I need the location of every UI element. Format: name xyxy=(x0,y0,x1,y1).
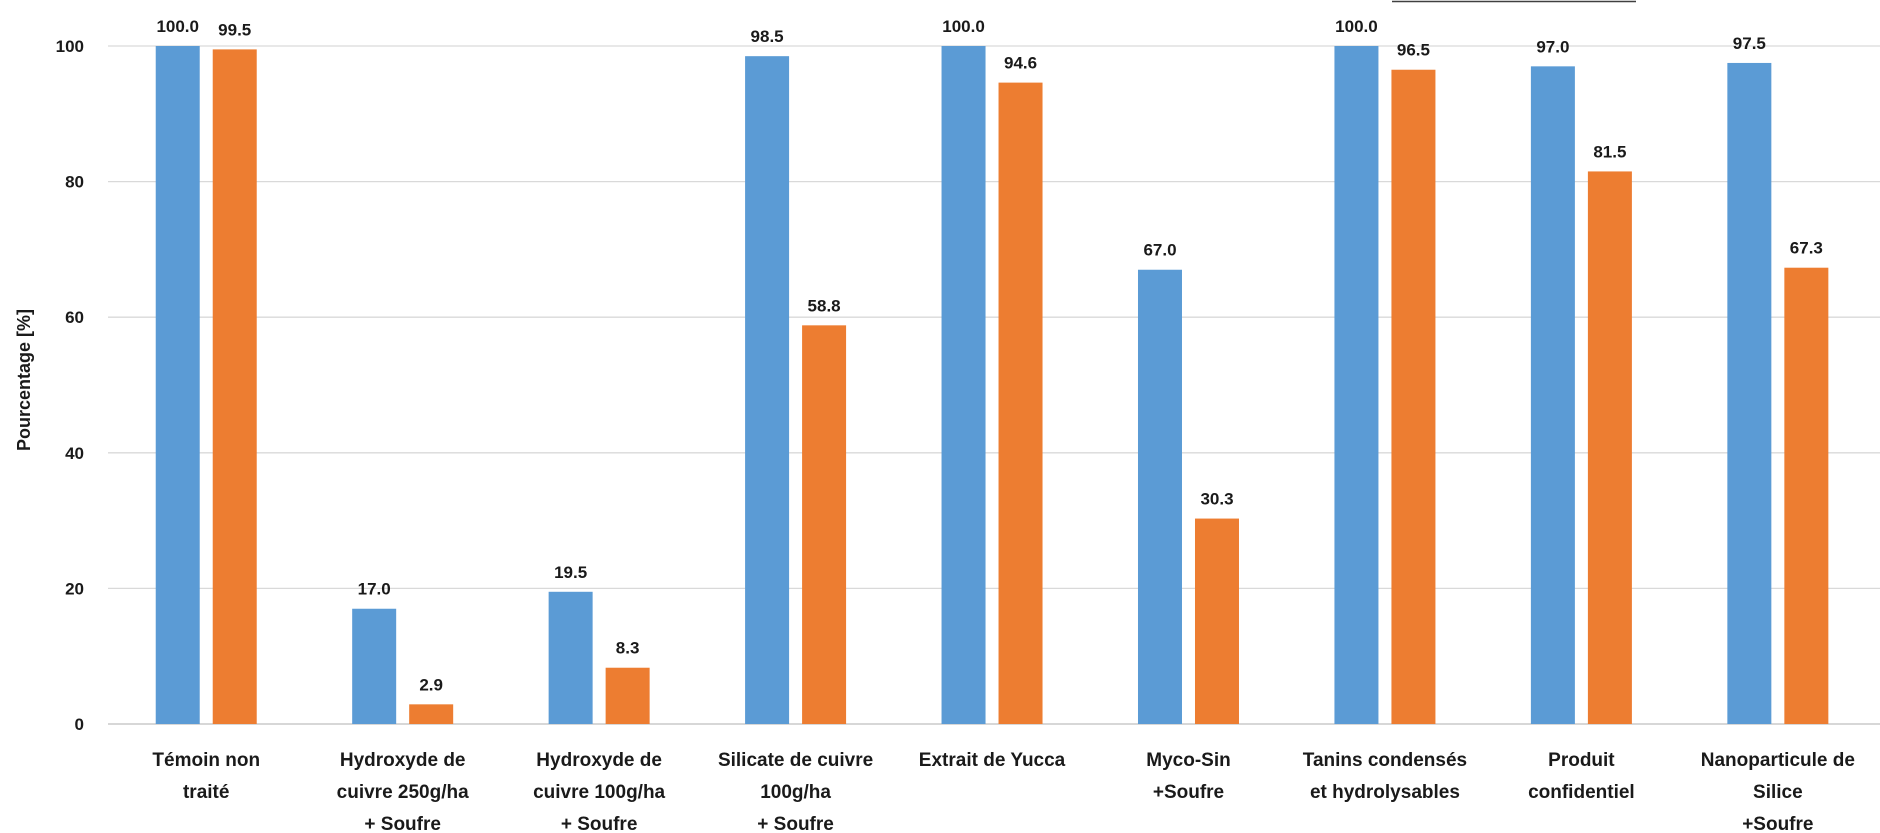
data-label: 100.0 xyxy=(942,17,985,36)
x-axis: Témoin non traité Hydroxyde de cuivre 250g/… xyxy=(152,750,1855,833)
category-label: Myco-Sin xyxy=(1146,750,1230,771)
gridlines xyxy=(108,45,1880,725)
category-label: +Soufre xyxy=(1153,782,1224,803)
bar-series-2 xyxy=(409,704,454,724)
bar-series-1 xyxy=(941,46,986,724)
y-tick-label: 20 xyxy=(65,579,84,598)
category-label: traité xyxy=(183,782,229,803)
category-label: Témoin non xyxy=(152,750,260,771)
bar-series-1 xyxy=(745,56,790,725)
category-label: Silicate de cuivre xyxy=(718,750,873,771)
bar-series-1 xyxy=(1530,66,1575,725)
category-label: 100g/ha xyxy=(760,782,831,803)
bar-series-1 xyxy=(1137,269,1182,724)
data-label: 100.0 xyxy=(1335,17,1378,36)
category-label: Hydroxyde de xyxy=(536,750,662,771)
category-label: Produit xyxy=(1548,750,1615,771)
data-label: 67.3 xyxy=(1790,239,1823,258)
data-label: 30.3 xyxy=(1200,490,1233,509)
category-label: Hydroxyde de xyxy=(340,750,466,771)
bar-series-1 xyxy=(1727,62,1772,724)
data-labels: 100.0 99.5 17.0 2.9 19.5 8.3 98.5 58.8 100.0 94.6… xyxy=(156,17,1822,694)
data-label: 2.9 xyxy=(419,675,443,694)
data-label: 99.5 xyxy=(218,20,251,39)
category-label: confidentiel xyxy=(1528,782,1635,803)
bar-series-2 xyxy=(1194,518,1239,724)
data-label: 8.3 xyxy=(616,639,640,658)
category-label: + Soufre xyxy=(364,814,441,833)
bar-series-2 xyxy=(605,667,650,724)
data-label: 81.5 xyxy=(1593,142,1626,161)
bar-series-1 xyxy=(155,46,200,724)
data-label: 97.5 xyxy=(1733,34,1766,53)
bar-series-2 xyxy=(1391,69,1436,725)
bar-series-2 xyxy=(802,325,847,724)
data-label: 17.0 xyxy=(358,580,391,599)
category-label: Extrait de Yucca xyxy=(919,750,1066,771)
data-label: 67.0 xyxy=(1143,241,1176,260)
bar-series-2 xyxy=(212,49,257,724)
data-label: 96.5 xyxy=(1397,41,1430,60)
data-label: 19.5 xyxy=(554,563,587,582)
y-tick-label: 40 xyxy=(65,444,84,463)
category-label: Silice xyxy=(1753,782,1803,803)
y-tick-label: 80 xyxy=(65,173,84,192)
bar-series-2 xyxy=(998,82,1043,724)
bars xyxy=(155,46,1829,725)
bar-series-2 xyxy=(1587,171,1632,724)
y-axis: 0 20 40 60 80 100 xyxy=(56,37,84,734)
data-label: 97.0 xyxy=(1536,37,1569,56)
category-label: cuivre 250g/ha xyxy=(337,782,469,803)
bar-series-1 xyxy=(548,591,593,724)
y-tick-label: 0 xyxy=(75,715,84,734)
data-label: 58.8 xyxy=(808,296,841,315)
category-label: Tanins condensés xyxy=(1303,750,1467,771)
data-label: 100.0 xyxy=(156,17,199,36)
category-label: + Soufre xyxy=(561,814,638,833)
category-label: cuivre 100g/ha xyxy=(533,782,665,803)
category-label: Nanoparticule de xyxy=(1701,750,1855,771)
category-label: + Soufre xyxy=(757,814,834,833)
category-label: et hydrolysables xyxy=(1310,782,1460,803)
bar-series-1 xyxy=(352,608,397,724)
y-tick-label: 60 xyxy=(65,308,84,327)
bar-series-2 xyxy=(1784,267,1829,724)
bar-series-1 xyxy=(1334,46,1379,724)
data-label: 98.5 xyxy=(751,27,784,46)
category-label: +Soufre xyxy=(1742,814,1813,833)
y-tick-label: 100 xyxy=(56,37,84,56)
data-label: 94.6 xyxy=(1004,54,1037,73)
y-axis-title: Pourcentage [%] xyxy=(14,309,34,451)
